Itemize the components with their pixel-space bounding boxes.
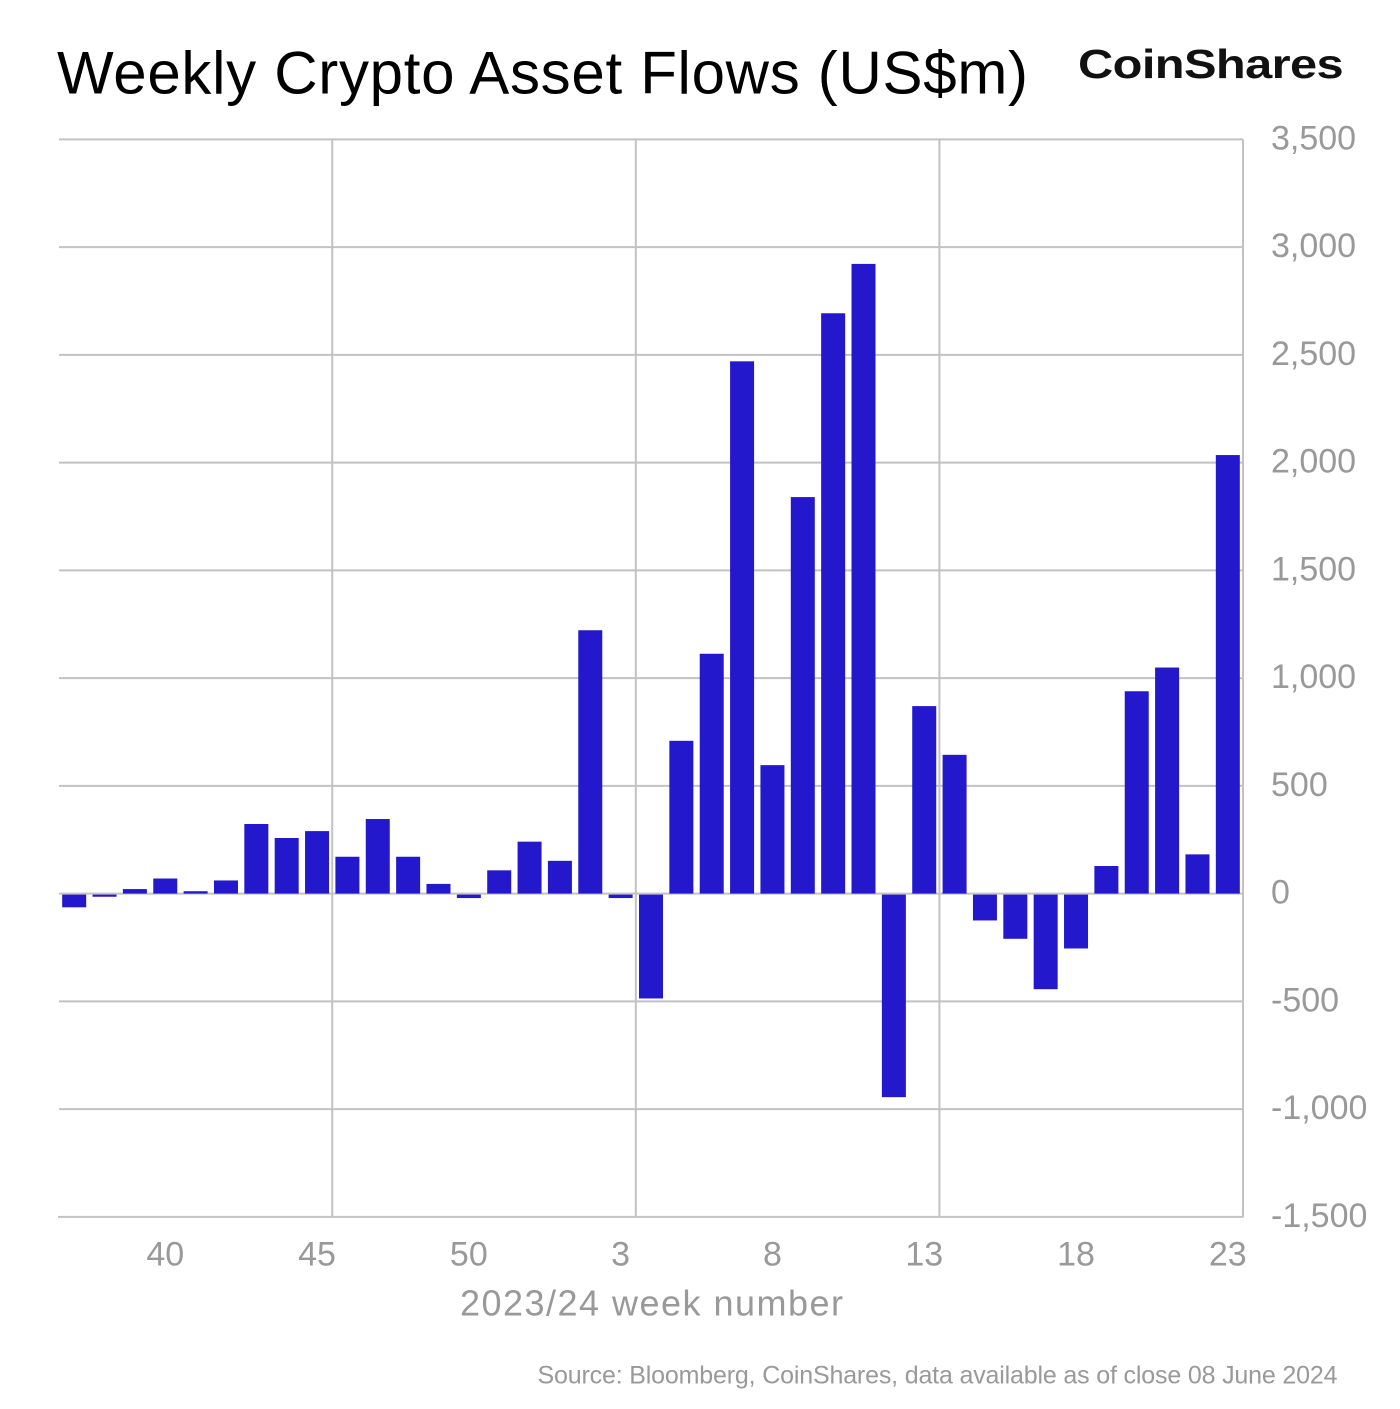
svg-text:18: 18	[1057, 1236, 1095, 1274]
svg-text:50: 50	[450, 1236, 488, 1274]
svg-text:Source: Bloomberg, CoinShares,: Source: Bloomberg, CoinShares, data avai…	[538, 1362, 1338, 1390]
svg-text:CoinShares: CoinShares	[1078, 41, 1343, 87]
svg-text:13: 13	[905, 1236, 943, 1274]
svg-text:40: 40	[146, 1236, 184, 1274]
svg-text:1,000: 1,000	[1271, 658, 1356, 696]
svg-text:3,000: 3,000	[1271, 227, 1356, 265]
svg-text:2,500: 2,500	[1271, 335, 1356, 373]
svg-text:-500: -500	[1271, 981, 1339, 1019]
svg-text:3,500: 3,500	[1271, 119, 1356, 157]
svg-text:Weekly Crypto Asset Flows (US$: Weekly Crypto Asset Flows (US$m)	[57, 40, 1028, 107]
svg-text:2,000: 2,000	[1271, 443, 1356, 481]
svg-text:8: 8	[763, 1236, 782, 1274]
svg-text:2023/24 week number: 2023/24 week number	[460, 1283, 843, 1324]
svg-text:45: 45	[298, 1236, 336, 1274]
svg-text:-1,500: -1,500	[1271, 1197, 1367, 1235]
svg-text:500: 500	[1271, 766, 1328, 804]
svg-text:1,500: 1,500	[1271, 550, 1356, 588]
svg-text:3: 3	[611, 1236, 630, 1274]
svg-text:-1,000: -1,000	[1271, 1089, 1367, 1127]
svg-text:0: 0	[1271, 874, 1290, 912]
svg-text:23: 23	[1209, 1236, 1247, 1274]
